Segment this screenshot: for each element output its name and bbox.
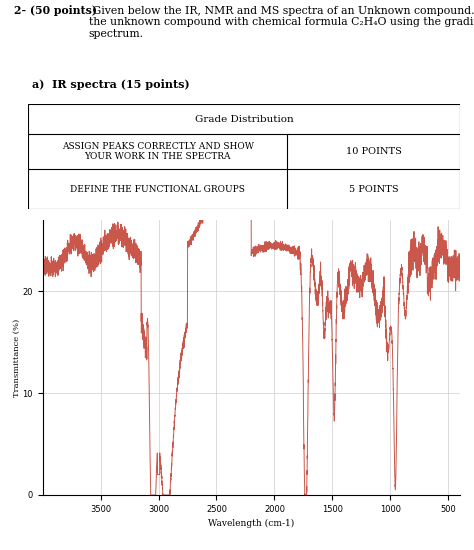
Text: ASSIGN PEAKS CORRECTLY AND SHOW
YOUR WORK IN THE SPECTRA: ASSIGN PEAKS CORRECTLY AND SHOW YOUR WOR… [62,142,254,161]
Text: Given below the IR, NMR and MS spectra of an Unknown compound. Identify
the unkn: Given below the IR, NMR and MS spectra o… [89,6,474,38]
Text: DEFINE THE FUNCTIONAL GROUPS: DEFINE THE FUNCTIONAL GROUPS [71,185,245,194]
Text: a)  IR spectra (15 points): a) IR spectra (15 points) [32,79,190,90]
Text: Grade Distribution: Grade Distribution [195,114,293,124]
X-axis label: Wavelength (cm-1): Wavelength (cm-1) [208,519,294,529]
Text: 5 POINTS: 5 POINTS [349,185,398,194]
Text: 10 POINTS: 10 POINTS [346,147,401,156]
Y-axis label: Transmittance (%): Transmittance (%) [13,318,21,397]
Text: 2- (50 points): 2- (50 points) [14,6,97,16]
